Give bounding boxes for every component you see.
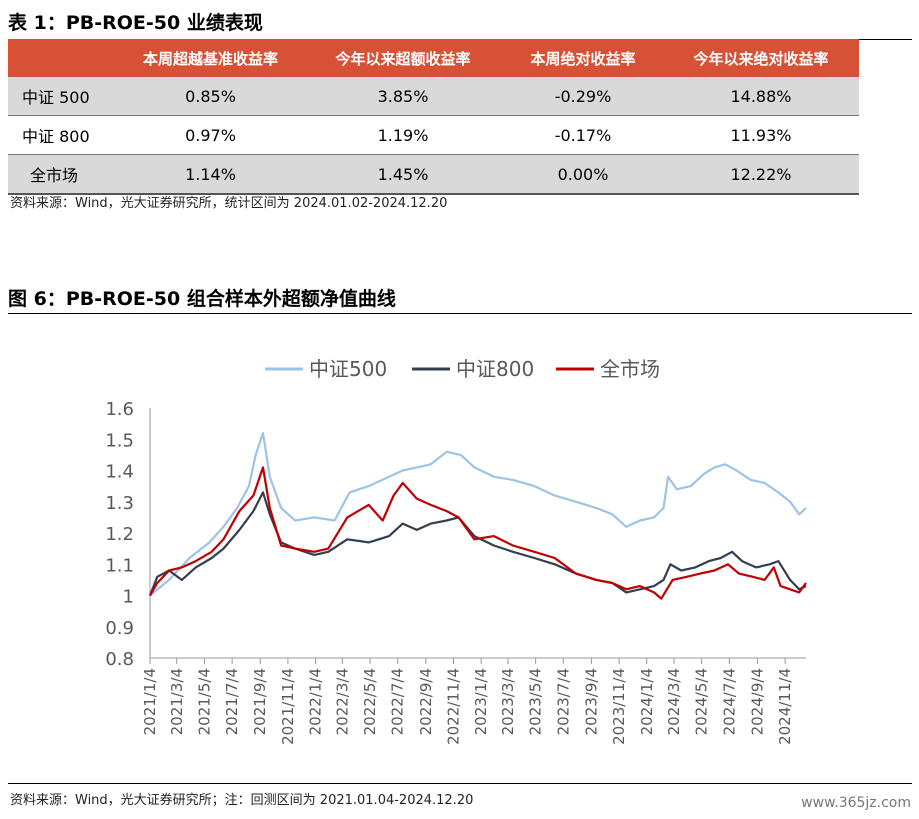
legend-label: 全市场 bbox=[600, 357, 660, 381]
x-tick-label: 2022/9/4 bbox=[417, 668, 435, 735]
table-cell: 12.22% bbox=[663, 154, 859, 195]
x-tick-label: 2022/7/4 bbox=[389, 668, 407, 735]
table-cell: 0.00% bbox=[503, 154, 663, 195]
table-row: 中证 800 0.97% 1.19% -0.17% 11.93% bbox=[8, 115, 859, 155]
performance-table: 本周超越基准收益率 今年以来超额收益率 本周绝对收益率 今年以来绝对收益率 中证… bbox=[8, 39, 859, 195]
x-tick-label: 2023/7/4 bbox=[554, 668, 572, 735]
x-tick-label: 2022/1/4 bbox=[307, 668, 325, 735]
x-tick-label: 2024/1/4 bbox=[638, 668, 656, 735]
net-value-line-chart: 0.8 0.9 1 1.1 1.2 1.3 1.4 1.5 1.6 2021/1/4 2021/3/… bbox=[105, 357, 807, 745]
x-tick-label: 2021/11/4 bbox=[279, 668, 297, 745]
table-cell: 1.45% bbox=[303, 154, 503, 195]
legend-label: 中证800 bbox=[456, 357, 534, 381]
table-row: 中证 500 0.85% 3.85% -0.29% 14.88% bbox=[8, 77, 859, 116]
table-cell: 全市场 bbox=[8, 154, 118, 195]
series-line bbox=[149, 431, 807, 597]
table-title: 表 1：PB-ROE-50 业绩表现 bbox=[8, 12, 263, 34]
x-tick-label: 2024/9/4 bbox=[748, 668, 766, 735]
y-tick-label: 1.6 bbox=[105, 399, 134, 420]
table-row: 全市场 1.14% 1.45% 0.00% 12.22% bbox=[8, 154, 859, 195]
table-header-cell: 本周超越基准收益率 bbox=[118, 39, 303, 77]
x-tick-label: 2023/5/4 bbox=[527, 668, 545, 735]
table-cell: 1.19% bbox=[303, 115, 503, 155]
table-cell: 14.88% bbox=[663, 77, 859, 116]
x-tick-label: 2024/3/4 bbox=[665, 668, 683, 735]
y-tick-label: 1.4 bbox=[105, 462, 134, 483]
figure-bottom-rule bbox=[8, 783, 912, 784]
y-tick-label: 0.8 bbox=[105, 649, 134, 670]
y-tick-label: 1 bbox=[123, 587, 134, 608]
table-header-row: 本周超越基准收益率 今年以来超额收益率 本周绝对收益率 今年以来绝对收益率 bbox=[8, 39, 859, 77]
table-source-note: 资料来源：Wind，光大证券研究所，统计区间为 2024.01.02-2024.… bbox=[10, 196, 448, 211]
x-tick-label: 2021/5/4 bbox=[195, 668, 213, 735]
table-cell: 11.93% bbox=[663, 115, 859, 155]
table-cell: 中证 800 bbox=[8, 115, 118, 155]
table-header-cell: 今年以来超额收益率 bbox=[303, 39, 503, 77]
table-cell: 中证 500 bbox=[8, 77, 118, 116]
table-cell: 0.85% bbox=[118, 77, 303, 116]
x-tick-label: 2024/11/4 bbox=[776, 668, 794, 745]
table-cell: 1.14% bbox=[118, 154, 303, 195]
x-tick-label: 2021/1/4 bbox=[141, 668, 159, 735]
x-tick-label: 2022/3/4 bbox=[333, 668, 351, 735]
legend-label: 中证500 bbox=[309, 357, 387, 381]
table-cell: 3.85% bbox=[303, 77, 503, 116]
table-cell: -0.17% bbox=[503, 115, 663, 155]
series-line bbox=[148, 491, 807, 596]
x-tick-label: 2023/3/4 bbox=[499, 668, 517, 735]
x-tick-label: 2021/7/4 bbox=[223, 668, 241, 735]
x-tick-label: 2024/5/4 bbox=[693, 668, 711, 735]
x-tick-label: 2022/11/4 bbox=[445, 668, 463, 745]
x-tick-label: 2023/11/4 bbox=[610, 668, 628, 745]
y-tick-label: 0.9 bbox=[105, 618, 134, 639]
table-cell: 0.97% bbox=[118, 115, 303, 155]
series-line bbox=[149, 466, 807, 600]
x-tick-label: 2021/9/4 bbox=[251, 668, 269, 735]
figure-top-rule bbox=[8, 313, 912, 314]
y-tick-label: 1.5 bbox=[105, 430, 134, 451]
figure-title: 图 6：PB-ROE-50 组合样本外超额净值曲线 bbox=[8, 288, 396, 310]
table-header-cell: 本周绝对收益率 bbox=[503, 39, 663, 77]
figure-source-note: 资料来源：Wind，光大证券研究所；注：回测区间为 2021.01.04-202… bbox=[10, 793, 474, 808]
y-tick-label: 1.2 bbox=[105, 524, 134, 545]
x-tick-label: 2022/5/4 bbox=[361, 668, 379, 735]
table-cell: -0.29% bbox=[503, 77, 663, 116]
x-tick-label: 2021/3/4 bbox=[168, 668, 186, 735]
y-tick-label: 1.3 bbox=[105, 493, 134, 514]
y-tick-label: 1.1 bbox=[105, 555, 134, 576]
x-tick-label: 2023/9/4 bbox=[582, 668, 600, 735]
x-tick-label: 2023/1/4 bbox=[472, 668, 490, 735]
watermark-text: www.365jz.com bbox=[801, 795, 911, 811]
table-header-cell bbox=[8, 39, 118, 77]
table-header-cell: 今年以来绝对收益率 bbox=[663, 39, 859, 77]
x-tick-label: 2024/7/4 bbox=[720, 668, 738, 735]
